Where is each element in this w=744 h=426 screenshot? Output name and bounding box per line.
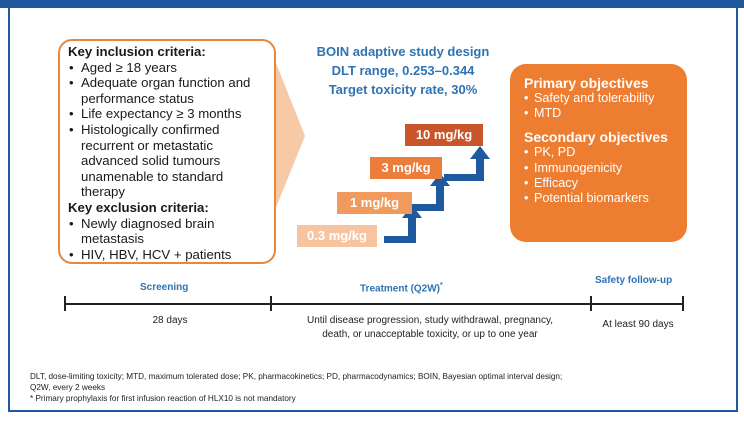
treatment-footnote-mark: *: [440, 282, 443, 289]
top-bar: [0, 0, 744, 8]
timeline-tick: [64, 296, 66, 311]
exclusion-heading: Key exclusion criteria:: [68, 199, 209, 215]
objective-item: PK, PD: [524, 145, 687, 160]
phase-safety-follow-up: Safety follow-up: [595, 275, 673, 286]
timeline-line: [64, 303, 684, 305]
step-arrow-2: [412, 173, 450, 211]
phase-treatment-label: Treatment (Q2W): [360, 283, 441, 295]
phase-treatment: Treatment (Q2W)*: [360, 282, 443, 294]
treatment-duration-line: Until disease progression, study withdra…: [306, 315, 554, 326]
dose-step-1: 0.3 mg/kg: [297, 225, 377, 247]
dose-step-2: 1 mg/kg: [337, 192, 412, 214]
exclusion-item: Newly diagnosed brain metastasis: [68, 216, 268, 247]
phase-screening: Screening: [140, 282, 189, 293]
inclusion-heading: Key inclusion criteria:: [68, 44, 206, 59]
inclusion-item: Adequate organ function and performance …: [68, 75, 268, 106]
objective-item: Safety and tolerability: [524, 91, 687, 106]
timeline-tick: [270, 296, 272, 311]
treatment-duration-line: death, or unacceptable toxicity, or up t…: [322, 329, 538, 340]
step-arrows: [384, 146, 490, 243]
abbreviations-footnote: Q2W, every 2 weeks: [30, 383, 106, 393]
screening-duration: 28 days: [152, 315, 188, 326]
inclusion-item: Aged ≥ 18 years: [68, 60, 268, 76]
inclusion-list: Aged ≥ 18 years Adequate organ function …: [68, 60, 268, 200]
objective-item: Immunogenicity: [524, 161, 687, 176]
dose-step-3: 3 mg/kg: [370, 157, 442, 179]
dlt-range: DLT range, 0.253–0.344: [331, 63, 475, 78]
objectives-box: Primary objectives Safety and tolerabili…: [510, 64, 687, 242]
abbreviations-footnote: DLT, dose-limiting toxicity; MTD, maximu…: [30, 372, 563, 381]
prophylaxis-footnote: * Primary prophylaxis for first infusion…: [30, 394, 296, 404]
objective-item: Efficacy: [524, 176, 687, 191]
secondary-objectives-heading: Secondary objectives: [524, 129, 668, 146]
timeline-tick: [590, 296, 592, 311]
objective-item: MTD: [524, 106, 687, 121]
step-arrow-1: [384, 205, 422, 243]
timeline-tick: [682, 296, 684, 311]
primary-objectives-heading: Primary objectives: [524, 75, 649, 91]
primary-objectives-list: Safety and tolerability MTD: [524, 91, 687, 122]
treatment-duration: Until disease progression, study withdra…: [280, 314, 580, 342]
big-arrow-chevron: [270, 48, 305, 222]
exclusion-item: HIV, HBV, HCV + patients: [68, 247, 268, 263]
boin-design-text: BOIN adaptive study design DLT range, 0.…: [298, 42, 508, 99]
dose-step-4: 10 mg/kg: [405, 124, 483, 146]
followup-duration: At least 90 days: [602, 319, 674, 330]
inclusion-item: Life expectancy ≥ 3 months: [68, 106, 268, 122]
footnotes: DLT, dose-limiting toxicity; MTD, maximu…: [30, 371, 710, 405]
inclusion-item: Histologically confirmed recurrent or me…: [68, 122, 268, 200]
criteria-box: Key inclusion criteria: Aged ≥ 18 years …: [58, 39, 276, 264]
objective-item: Potential biomarkers: [524, 191, 687, 206]
target-toxicity: Target toxicity rate, 30%: [328, 82, 478, 97]
boin-title: BOIN adaptive study design: [316, 44, 490, 59]
step-arrow-3: [444, 146, 490, 181]
exclusion-list: Newly diagnosed brain metastasis HIV, HB…: [68, 216, 268, 263]
secondary-objectives-list: PK, PD Immunogenicity Efficacy Potential…: [524, 145, 687, 206]
